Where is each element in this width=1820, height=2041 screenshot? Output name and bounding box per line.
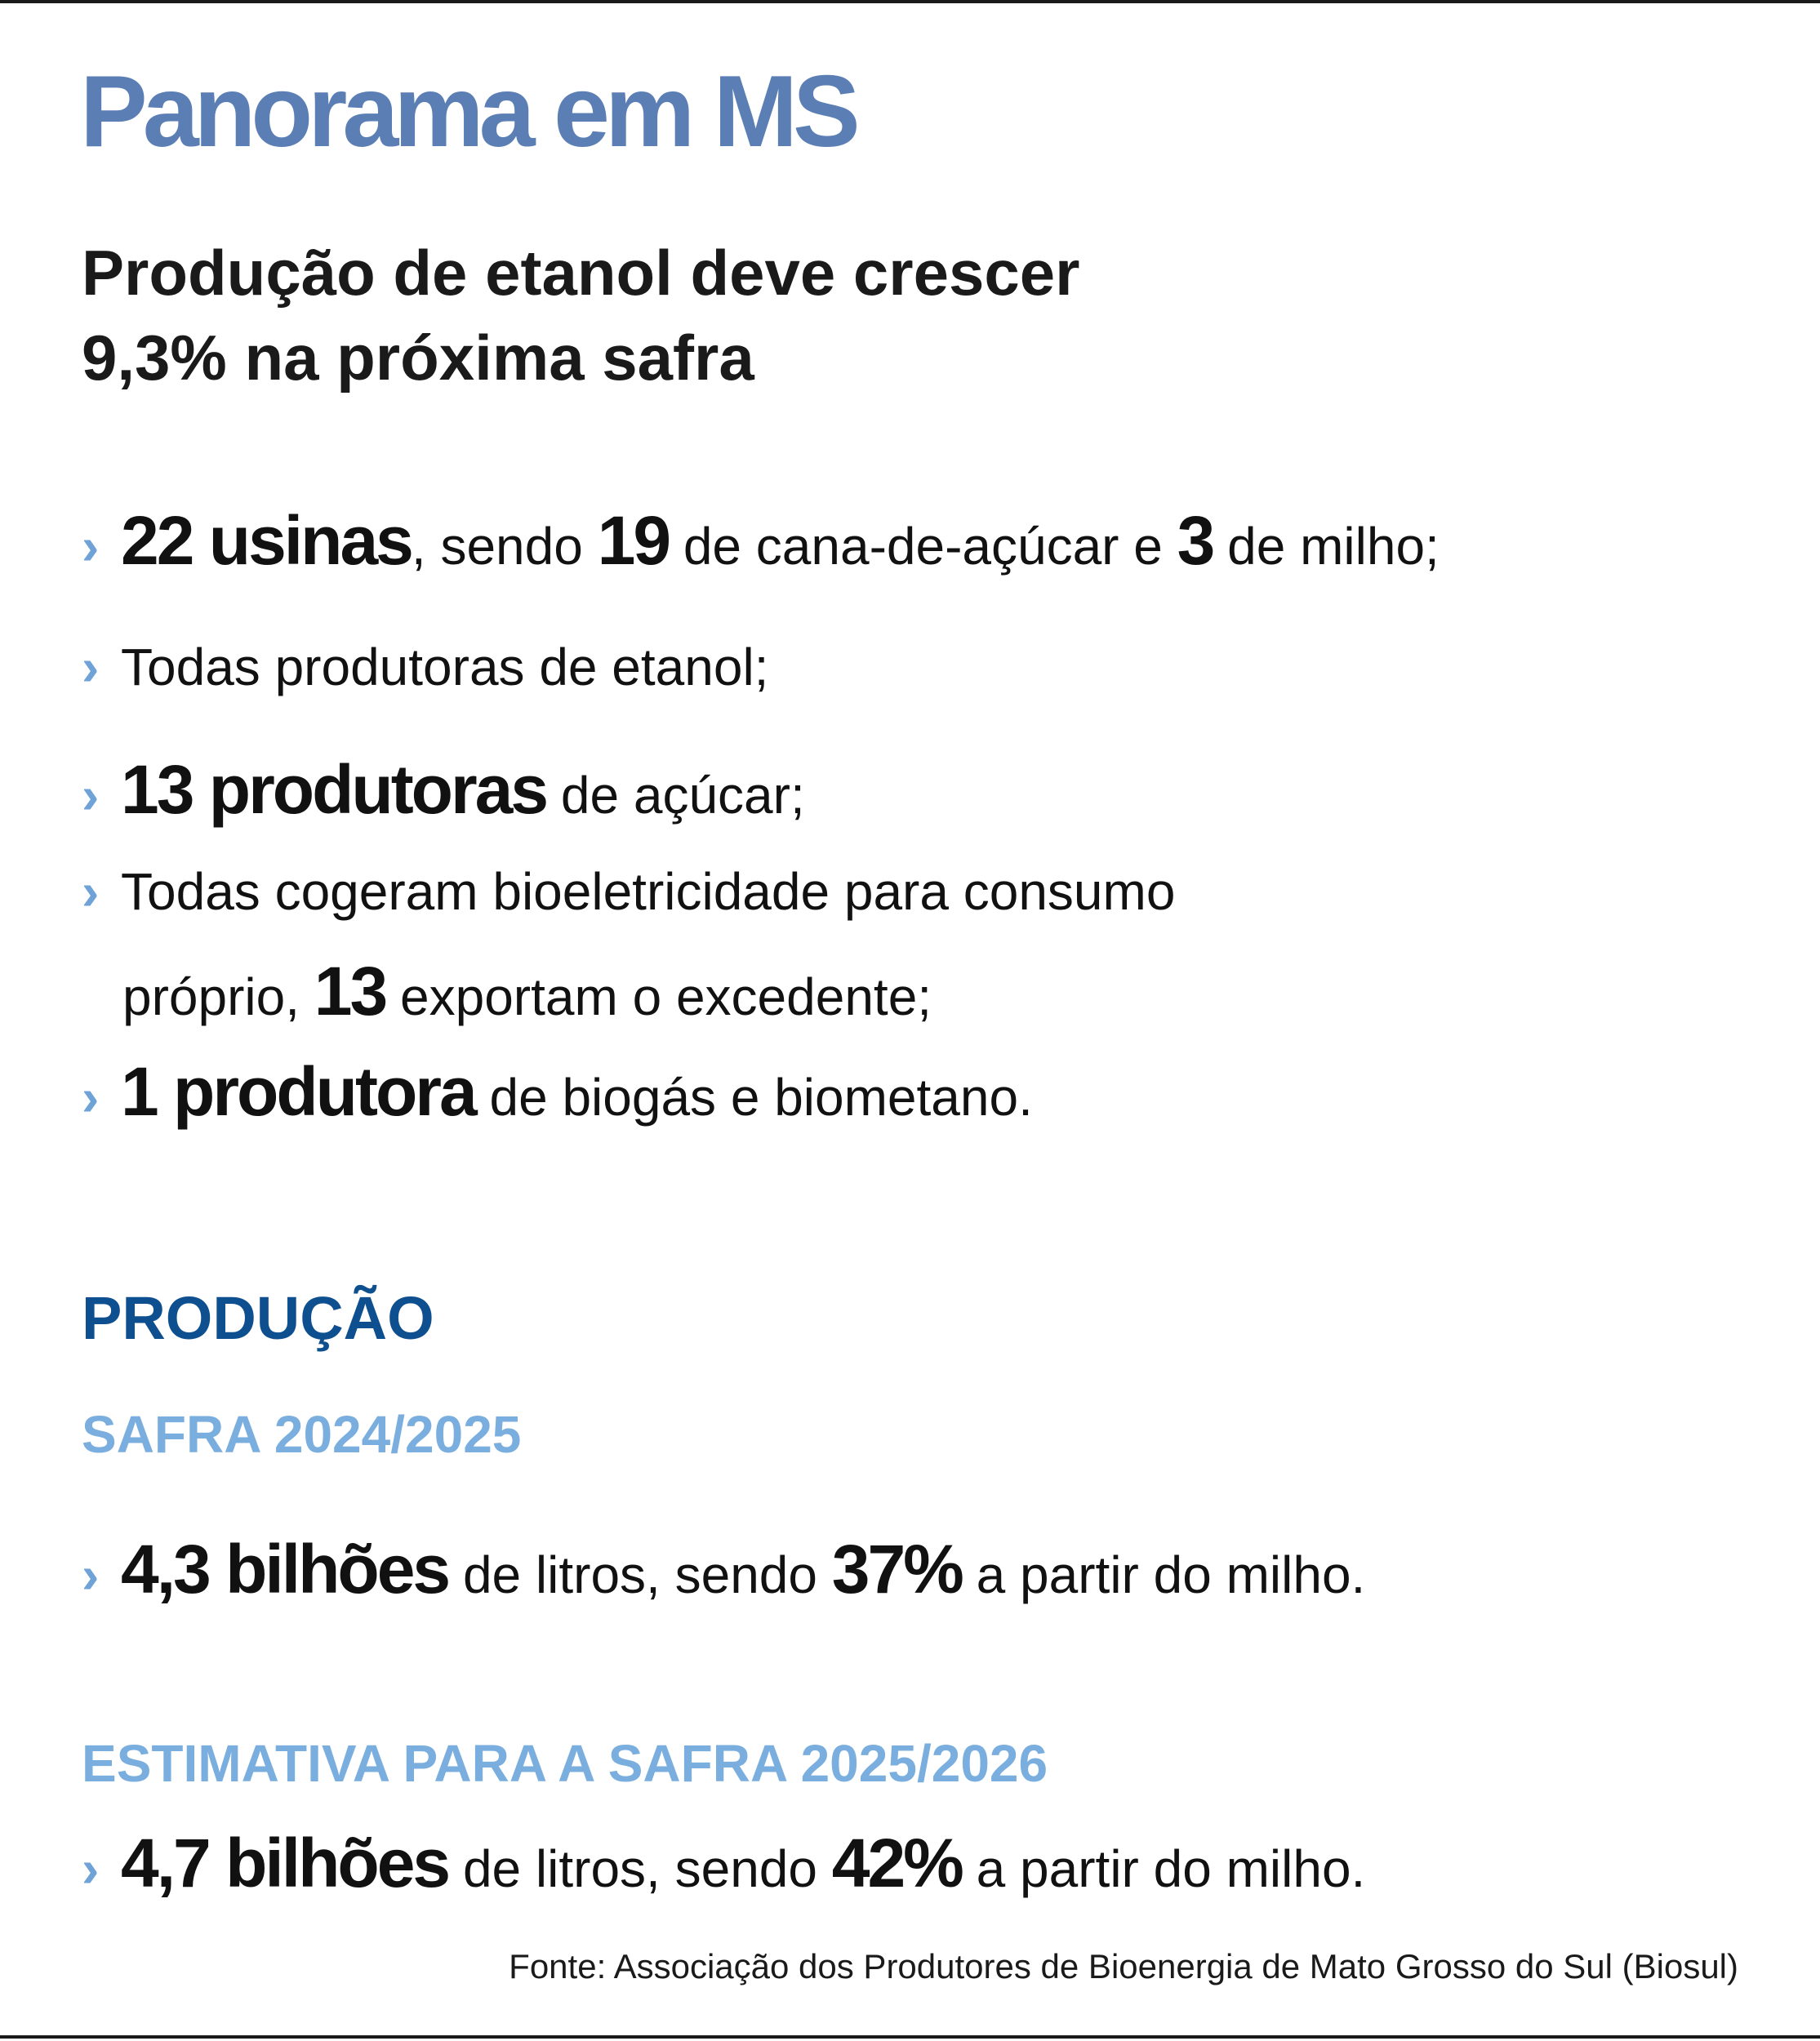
fact-biogas-text: de biogás e biometano. xyxy=(474,1068,1033,1127)
fact-usinas-cana-count: 19 xyxy=(597,502,671,579)
fact-acucar-count: 13 produtoras xyxy=(121,751,549,828)
fact-etanol-text: Todas produtoras de etanol; xyxy=(121,638,769,696)
production-estimate-text-2: a partir do milho. xyxy=(961,1839,1366,1898)
chevron-right-icon: › xyxy=(82,1068,100,1127)
production-current-share: 37% xyxy=(831,1531,964,1607)
page-title: Panorama em MS xyxy=(80,56,861,168)
production-estimate: › 4,7 bilhões de litros, sendo 42% a par… xyxy=(82,1829,1365,1897)
production-estimate-share: 42% xyxy=(831,1825,964,1901)
fact-bioeletricidade-text: Todas cogeram bioeletricidade para consu… xyxy=(121,862,1176,921)
bottom-rule xyxy=(0,2035,1820,2039)
chevron-right-icon: › xyxy=(82,766,100,825)
fact-etanol: › Todas produtoras de etanol; xyxy=(82,641,768,693)
fact-biogas: › 1 produtora de biogás e biometano. xyxy=(82,1057,1033,1126)
fact-usinas-count: 22 usinas xyxy=(121,502,414,579)
production-current-text-2: a partir do milho. xyxy=(961,1545,1366,1604)
fact-usinas-text-3: de milho; xyxy=(1213,517,1440,576)
fact-usinas-text-1: , sendo xyxy=(411,517,598,576)
fact-usinas-milho-count: 3 xyxy=(1177,502,1216,579)
fact-bioeletricidade: › Todas cogeram bioeletricidade para con… xyxy=(82,865,1175,918)
production-estimate-volume: 4,7 bilhões xyxy=(121,1825,451,1901)
production-current-text-1: de litros, sendo xyxy=(448,1545,832,1604)
safra-current-label: SAFRA 2024/2025 xyxy=(82,1405,522,1464)
subtitle-line-2: 9,3% na próxima safra xyxy=(82,322,754,394)
safra-estimate-label: ESTIMATIVA PARA A SAFRA 2025/2026 xyxy=(82,1734,1048,1793)
fact-acucar: › 13 produtoras de açúcar; xyxy=(82,755,805,824)
production-estimate-text-1: de litros, sendo xyxy=(448,1839,832,1898)
fact-biogas-count: 1 produtora xyxy=(121,1053,478,1130)
chevron-right-icon: › xyxy=(82,1839,100,1898)
fact-bioeletricidade-cont-text-1: próprio, xyxy=(122,967,314,1026)
production-current-volume: 4,3 bilhões xyxy=(121,1531,451,1607)
section-heading-producao: PRODUÇÃO xyxy=(82,1284,434,1352)
chevron-right-icon: › xyxy=(82,862,100,921)
chevron-right-icon: › xyxy=(82,1545,100,1604)
source-credit: Fonte: Associação dos Produtores de Bioe… xyxy=(509,1947,1738,1985)
fact-bioeletricidade-export-count: 13 xyxy=(314,953,388,1029)
fact-usinas: › 22 usinas , sendo 19 de cana-de-açúcar… xyxy=(82,506,1440,575)
fact-bioeletricidade-continuation: próprio, 13 exportam o excedente; xyxy=(122,957,932,1025)
fact-bioeletricidade-cont-text-2: exportam o excedente; xyxy=(385,967,932,1026)
fact-usinas-text-2: de cana-de-açúcar e xyxy=(669,517,1177,576)
subtitle: Produção de etanol deve crescer 9,3% na … xyxy=(82,230,1633,400)
top-rule xyxy=(0,0,1820,3)
fact-acucar-text: de açúcar; xyxy=(546,766,805,825)
chevron-right-icon: › xyxy=(82,517,100,576)
chevron-right-icon: › xyxy=(82,638,100,696)
production-current: › 4,3 bilhões de litros, sendo 37% a par… xyxy=(82,1535,1365,1603)
subtitle-line-1: Produção de etanol deve crescer xyxy=(82,237,1080,309)
